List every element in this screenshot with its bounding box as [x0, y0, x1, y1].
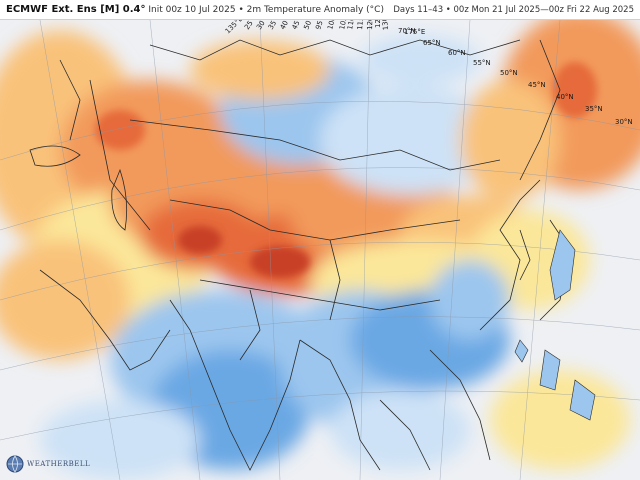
- lon-label: 105°E: [338, 20, 350, 30]
- lon-label: 120°E: [366, 20, 375, 30]
- lon-label: 35°E: [267, 20, 282, 31]
- lat-label: 55°N: [473, 59, 491, 67]
- lat-label: 40°N: [556, 93, 574, 101]
- lon-label: 110°E: [346, 20, 358, 30]
- init-and-variable: Init 00z 10 Jul 2025 • 2m Temperature An…: [148, 5, 384, 15]
- lon-label: 130°E: [380, 20, 390, 31]
- graticule: [0, 20, 640, 480]
- lat-label: 50°N: [500, 69, 518, 77]
- anomaly-field: [0, 20, 640, 480]
- lon-label: 95°E: [314, 20, 327, 31]
- weatherbell-logo: WEATHERBELL: [6, 452, 98, 476]
- lon-label: 115°E: [356, 20, 366, 30]
- islands: [514, 229, 596, 421]
- lat-label: 45°N: [528, 81, 546, 89]
- lat-label: 60°N: [448, 49, 466, 57]
- logo-text: WEATHERBELL: [27, 460, 91, 468]
- lon-label: 125°E: [374, 20, 382, 28]
- map-title: ECMWF Ext. Ens [M] 0.4° Init 00z 10 Jul …: [6, 4, 384, 15]
- lon-label: 45°E: [291, 20, 305, 31]
- map-header: ECMWF Ext. Ens [M] 0.4° Init 00z 10 Jul …: [0, 0, 640, 20]
- lon-label: 40°E: [279, 20, 294, 31]
- latitude-labels: 70°N 65°N 60°N 55°N 50°N 45°N 40°N 35°N …: [398, 27, 633, 126]
- valid-period: Days 11–43 • 00z Mon 21 Jul 2025—00z Fri…: [393, 4, 634, 15]
- lat-label: 65°N: [423, 39, 441, 47]
- coastlines-borders: [29, 39, 571, 471]
- model-name: ECMWF Ext. Ens [M] 0.4°: [6, 4, 146, 15]
- lat-label: 70°N: [398, 27, 416, 35]
- globe-icon: [6, 455, 24, 473]
- hot-cores: [95, 62, 597, 278]
- temperature-anomaly-map: 70°N 65°N 60°N 55°N 50°N 45°N 40°N 35°N …: [0, 20, 640, 480]
- lon-label: 30°E: [255, 20, 271, 31]
- lat-label: 30°N: [615, 118, 633, 126]
- lon-label: 175°E: [404, 28, 425, 36]
- lon-label: 25°E: [243, 20, 259, 31]
- lon-label: 100°E: [326, 20, 339, 31]
- lon-label: 50°E: [302, 20, 316, 31]
- lat-label: 35°N: [585, 105, 603, 113]
